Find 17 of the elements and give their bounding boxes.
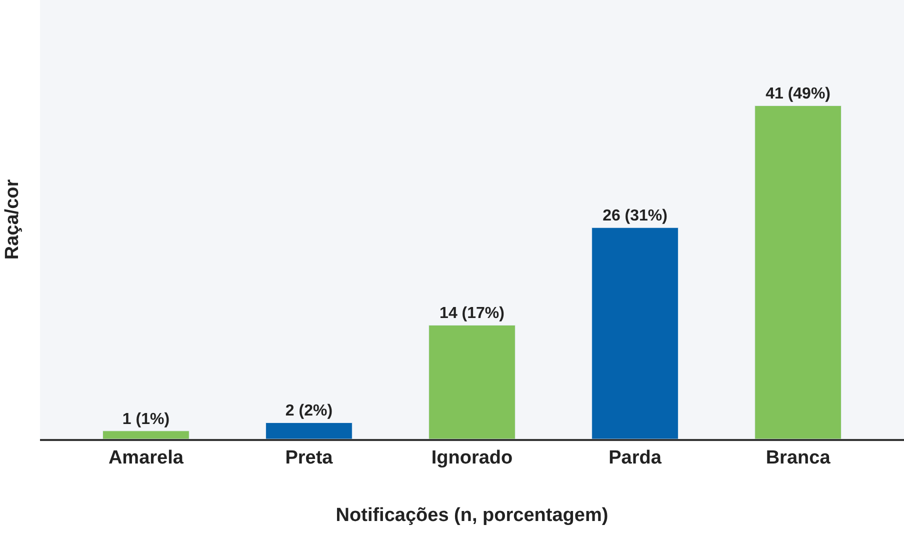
bar bbox=[592, 227, 678, 439]
bar bbox=[102, 430, 190, 439]
data-label: 26 (31%) bbox=[602, 208, 668, 225]
x-axis-title: Notificações (n, porcentagem) bbox=[336, 504, 608, 526]
bar bbox=[754, 105, 842, 439]
x-tick-label: Parda bbox=[608, 448, 662, 469]
data-label: 1 (1%) bbox=[122, 410, 170, 428]
bar bbox=[428, 324, 516, 439]
data-label: 41 (49%) bbox=[766, 86, 830, 103]
x-tick-label: Preta bbox=[285, 448, 334, 469]
data-label: 14 (17%) bbox=[440, 305, 504, 322]
bar bbox=[266, 422, 352, 439]
x-tick-label: Ignorado bbox=[431, 448, 513, 469]
x-tick-label: Amarela bbox=[108, 448, 184, 469]
y-axis-title: Raça/cor bbox=[2, 178, 23, 260]
x-tick-label: Branca bbox=[766, 448, 831, 469]
data-label: 2 (2%) bbox=[285, 402, 333, 420]
